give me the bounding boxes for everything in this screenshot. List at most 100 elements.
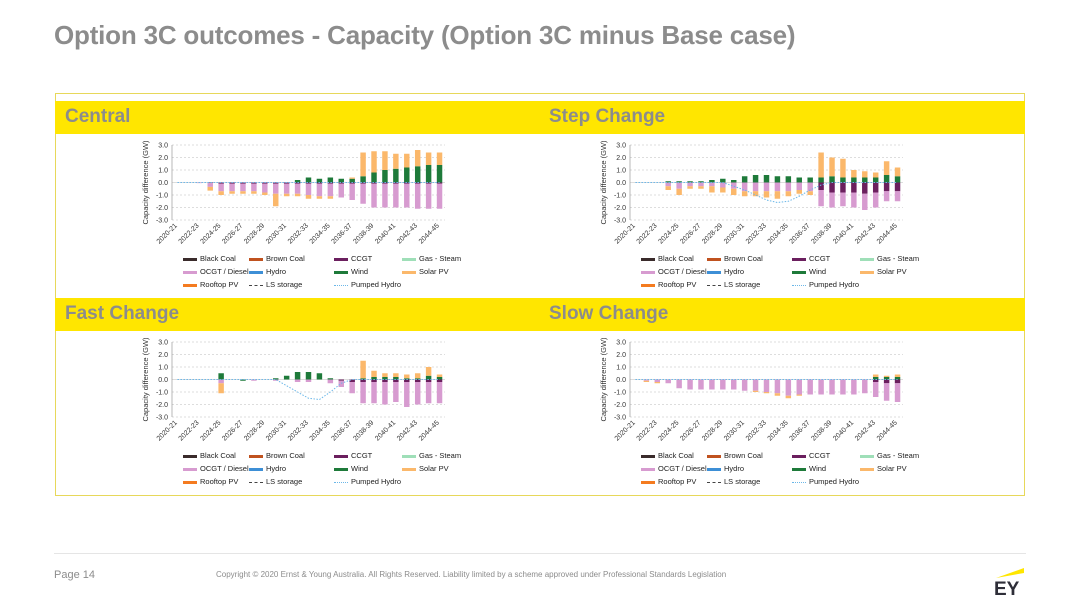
x-tick-label: 2030-31 [265,419,288,442]
bar-ocgt-diesel [360,382,366,404]
legend-swatch [249,270,263,274]
bar-ccgt [425,379,432,382]
bar-solar-pv [883,375,890,377]
legend-item: Pumped Hydro [792,477,859,486]
bar-ocgt-diesel [687,379,693,390]
bar-wind [894,176,901,183]
legend-label: Black Coal [200,254,236,263]
y-tick-label: -2.0 [156,205,168,212]
bar-wind [883,175,890,183]
bar-wind [371,172,377,183]
x-tick-label: 2042-43 [396,419,419,442]
legend-swatch [641,480,655,484]
bar-ocgt-diesel [273,379,279,381]
legend-swatch [334,467,348,471]
bar-wind [862,177,868,183]
bar-ocgt-diesel [851,192,857,208]
bar-wind [305,372,312,380]
bar-solar-pv [872,374,879,377]
y-tick-label: 0.0 [616,180,626,187]
legend-swatch [402,270,416,274]
y-tick-label: -2.0 [614,205,626,212]
bar-ccgt [371,182,377,184]
x-tick-label: 2032-33 [745,419,768,442]
bar-solar-pv [283,193,290,197]
legend-swatch [334,481,348,483]
y-tick-label: -1.0 [156,193,168,200]
legend-swatch [402,454,416,458]
bar-ocgt-diesel [840,379,846,395]
bar-ocgt-diesel [774,379,781,394]
legend-label: OCGT / Diesel [200,464,249,473]
bar-solar-pv [414,373,421,379]
legend-swatch [334,454,348,458]
bar-ocgt-diesel [371,183,377,208]
x-tick-label: 2036-37 [788,419,811,442]
bar-solar-pv [393,153,399,169]
legend-item: Wind [334,267,368,276]
x-tick-label: 2038-39 [352,419,375,442]
legend-label: Gas - Steam [877,451,920,460]
bar-ocgt-diesel [709,182,715,187]
bar-solar-pv [862,171,868,178]
bar-solar-pv [785,191,792,197]
legend-item: Gas - Steam [402,451,461,460]
legend-label: Wind [351,464,369,473]
bar-ccgt [294,182,301,184]
y-axis-label: Capacity difference (GW) [141,337,150,422]
y-tick-label: 1.0 [616,365,626,372]
bar-ccgt [818,182,824,190]
bar-ccgt [207,182,213,184]
bar-ccgt [283,182,290,184]
legend-label: Gas - Steam [419,451,462,460]
bar-wind [338,178,344,183]
legend-item: Hydro [707,267,744,276]
bar-ocgt-diesel [720,379,726,390]
legend-swatch [707,467,721,471]
bar-solar-pv [404,153,410,168]
bar-wind [840,177,846,183]
bar-solar-pv [382,151,388,170]
bar-wind [425,165,432,183]
y-tick-label: 3.0 [616,340,626,347]
bar-ccgt [338,182,344,184]
x-tick-label: 2038-39 [810,419,833,442]
bar-wind [436,165,443,183]
bar-ccgt [894,182,901,192]
x-tick-label: 2024-25 [199,222,222,245]
copyright-text: Copyright © 2020 Ernst & Young Australia… [216,570,727,579]
line-pumped-hydro [177,379,440,401]
legend-item: Pumped Hydro [792,280,859,289]
bar-ccgt [273,182,279,184]
bar-ocgt-diesel [349,183,355,200]
legend-swatch [183,454,197,458]
x-tick-label: 2020-21 [614,222,637,245]
bar-ocgt-diesel [687,182,693,187]
legend-label: Hydro [266,464,287,473]
bar-wind [404,378,410,380]
chart-svg: Capacity difference (GW) 3.0 2.0 1.0 0.0 -1.0… [141,337,445,443]
x-tick-label: 2024-25 [657,222,680,245]
legend-swatch [792,257,806,261]
bar-wind [360,378,366,380]
legend-swatch [860,467,874,471]
bar-solar-pv [262,192,268,195]
legend-item: Hydro [249,464,286,473]
bar-wind [709,180,715,183]
bar-ocgt-diesel [883,191,890,202]
bar-wind [741,176,748,183]
legend-swatch [860,270,874,274]
bar-solar-pv [709,186,715,193]
bar-solar-pv [818,152,824,178]
bar-ocgt-diesel [698,379,704,390]
bar-wind [425,375,432,380]
legend-label: Brown Coal [266,254,305,263]
legend-label: Hydro [266,267,287,276]
bar-ccgt [327,182,334,184]
bar-ocgt-diesel [393,183,399,208]
legend-item: Rooftop PV [641,280,696,289]
bar-solar-pv [218,191,224,195]
bar-ocgt-diesel [414,183,421,209]
legend-label: LS storage [724,280,761,289]
bar-ocgt-diesel [807,182,813,192]
